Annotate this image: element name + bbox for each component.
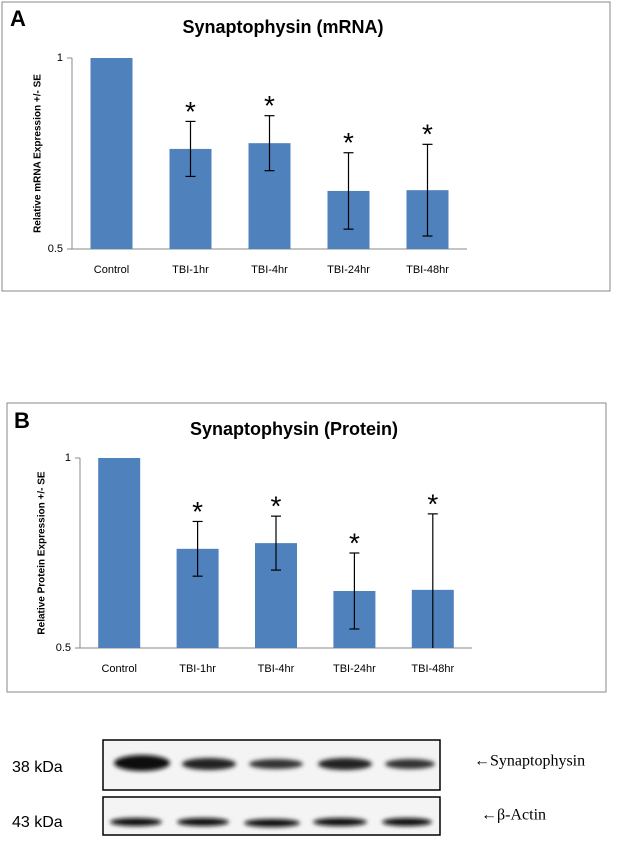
error-bar xyxy=(422,143,433,237)
x-tick-label: TBI-4hr xyxy=(258,663,295,675)
blot-protein: ←Synaptophysin xyxy=(474,753,585,770)
error-bar xyxy=(427,513,438,648)
significance-mark: * xyxy=(343,127,354,158)
error-bar xyxy=(271,515,281,571)
x-tick-label: TBI-24hr xyxy=(333,663,376,675)
chart-frame xyxy=(6,402,607,693)
chart-title: Synaptophysin (Protein) xyxy=(190,419,398,439)
panel-label: A xyxy=(10,6,26,31)
bar xyxy=(90,58,133,249)
error-bar xyxy=(264,115,275,172)
error-bar xyxy=(343,152,354,230)
y-tick-label: 0.5 xyxy=(56,642,71,654)
x-tick-label: Control xyxy=(101,663,136,675)
error-bar xyxy=(192,520,203,577)
y-tick-label: 1 xyxy=(57,52,63,64)
x-tick-label: TBI-48hr xyxy=(411,663,454,675)
x-tick-label: TBI-24hr xyxy=(327,264,370,276)
significance-mark: * xyxy=(192,496,203,527)
significance-mark: * xyxy=(264,90,275,121)
y-tick-label: 1 xyxy=(65,452,71,464)
significance-mark: * xyxy=(185,96,196,127)
significance-mark: * xyxy=(271,491,282,522)
x-tick-label: TBI-1hr xyxy=(172,264,209,276)
significance-mark: * xyxy=(427,488,438,519)
x-tick-label: Control xyxy=(94,264,129,276)
blot-frame xyxy=(102,796,441,836)
bar xyxy=(98,458,141,648)
blot-protein: ←β-Actin xyxy=(481,807,546,824)
y-tick-label: 0.5 xyxy=(48,243,63,255)
error-bar xyxy=(349,552,360,630)
x-tick-label: TBI-1hr xyxy=(179,663,216,675)
blot-bands xyxy=(110,818,432,827)
y-axis-label: Relative Protein Expression +/- SE xyxy=(37,471,48,634)
error-bar xyxy=(185,120,196,178)
blot-size: 38 kDa xyxy=(12,759,63,776)
x-tick-label: TBI-4hr xyxy=(251,264,288,276)
x-tick-label: TBI-48hr xyxy=(406,264,449,276)
blot-size: 43 kDa xyxy=(12,814,63,831)
blot-bands xyxy=(114,755,435,771)
panel-label: B xyxy=(14,408,30,433)
significance-mark: * xyxy=(422,119,433,150)
y-axis-label: Relative mRNA Expression +/- SE xyxy=(33,74,44,233)
chart-title: Synaptophysin (mRNA) xyxy=(182,17,383,37)
significance-mark: * xyxy=(349,527,360,558)
